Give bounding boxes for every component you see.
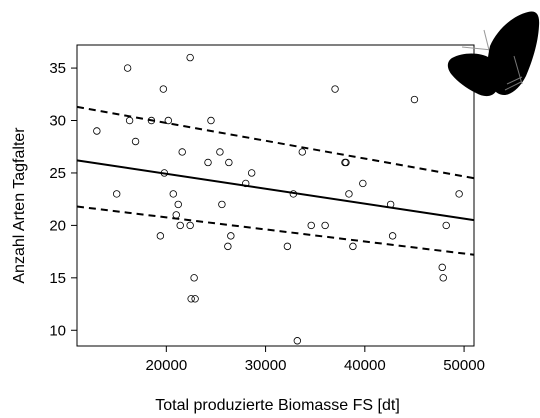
data-point [439,274,447,282]
data-point [455,190,463,198]
data-point [359,179,367,188]
data-point [131,137,140,146]
axes: 20000 30000 40000 50000 10 15 20 25 30 35 [49,60,485,374]
data-point [307,221,315,230]
data-point [218,200,226,209]
y-tick-label: 35 [49,60,66,77]
data-point [204,158,212,167]
data-point [160,169,169,177]
data-point [159,85,168,93]
data-point [112,190,121,198]
data-point [293,337,302,345]
data-point [242,179,250,188]
data-point [186,53,194,62]
data-point [123,64,132,72]
y-axis-title: Anzahl Arten Tagfalter [11,127,28,284]
data-point [349,242,357,251]
data-point [388,232,397,240]
data-point [216,148,224,156]
data-point [227,232,235,240]
data-point [207,116,215,125]
data-point [186,221,194,230]
data-point [190,274,198,282]
data-point [147,116,156,125]
y-tick-label: 25 [49,165,66,182]
y-tick-label: 30 [49,113,66,130]
data-point [187,295,195,303]
data-point [93,127,101,135]
data-point [331,85,339,93]
butterfly-icon [447,11,540,97]
data-point [386,200,395,209]
data-point [178,148,186,156]
data-point [169,190,177,198]
x-tick-label: 50000 [443,357,485,374]
data-point [172,211,180,219]
x-axis-title: Total produzierte Biomasse FS [dt] [155,397,400,414]
data-point [247,169,256,177]
data-point [174,200,182,209]
y-tick-label: 15 [49,270,66,287]
plot-frame [76,44,475,347]
x-tick-label: 40000 [344,357,386,374]
data-point [225,158,233,167]
data-point [298,148,306,156]
data-point [342,158,350,167]
regression-line [76,159,475,222]
data-point [156,232,165,240]
data-point [164,116,173,125]
data-point [438,263,446,272]
data-point [289,190,298,198]
confidence-band-lower [76,205,475,256]
data-point [321,221,329,230]
confidence-band-upper [76,105,475,180]
x-tick-label: 30000 [245,357,287,374]
data-point [345,190,353,198]
data-point [410,95,419,104]
x-tick-label: 20000 [145,357,187,374]
plot-marks [76,53,475,345]
data-point [125,116,134,125]
data-point [191,295,199,303]
y-tick-label: 20 [49,217,66,234]
data-point [283,242,292,251]
data-point [176,221,184,230]
data-point [224,242,232,251]
data-point [442,221,450,230]
y-tick-label: 10 [49,322,66,339]
